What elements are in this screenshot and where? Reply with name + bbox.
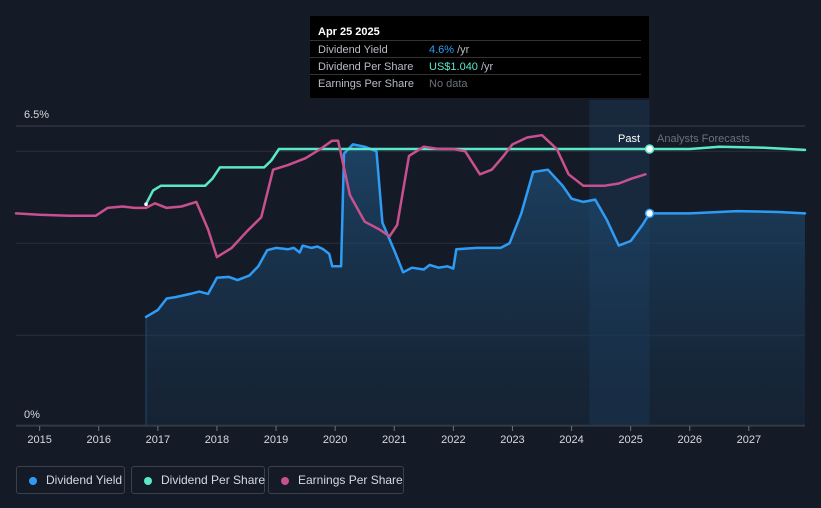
legend-label: Dividend Per Share	[161, 473, 266, 487]
x-tick-label: 2018	[205, 434, 229, 446]
tooltip-value: US$1.040	[429, 61, 478, 73]
tooltip-value: No data	[429, 78, 468, 90]
x-tick-label: 2026	[678, 434, 702, 446]
legend-dot-icon	[144, 477, 152, 485]
tooltip-row-earnings-per-share: Earnings Per Share No data	[310, 74, 641, 92]
x-tick-label: 2025	[618, 434, 642, 446]
legend-item-dividend-per-share[interactable]: Dividend Per Share	[131, 466, 265, 494]
y-tick-label: 0%	[24, 409, 40, 421]
x-tick-label: 2023	[500, 434, 524, 446]
x-tick-label: 2015	[27, 434, 51, 446]
forecast-label: Analysts Forecasts	[657, 133, 750, 145]
tooltip-row-dividend-yield: Dividend Yield 4.6%/yr	[310, 40, 641, 58]
tooltip-date: Apr 25 2025	[318, 26, 380, 38]
x-tick-label: 2027	[737, 434, 761, 446]
tooltip-value: 4.6%	[429, 44, 455, 56]
past-label: Past	[618, 133, 640, 145]
tooltip-label: Dividend Yield	[318, 44, 388, 56]
tooltip-row-dividend-per-share: Dividend Per Share US$1.040/yr	[310, 57, 641, 75]
tooltip-unit: /yr	[480, 61, 494, 73]
series-line-dividend-yield	[144, 143, 807, 319]
y-tick-label: 6.5%	[24, 109, 49, 121]
legend-dot-icon	[29, 477, 37, 485]
series-line-earnings-per-share	[14, 133, 647, 259]
x-tick-label: 2024	[559, 434, 583, 446]
legend-item-earnings-per-share[interactable]: Earnings Per Share	[268, 466, 404, 494]
series-line-dividend-per-share	[144, 145, 807, 206]
legend-dot-icon	[281, 477, 289, 485]
legend-item-dividend-yield[interactable]: Dividend Yield	[16, 466, 125, 494]
tooltip-unit: /yr	[457, 44, 470, 56]
series-area-dividend-yield	[146, 144, 805, 425]
hover-marker	[644, 144, 655, 154]
legend-label: Dividend Yield	[46, 473, 123, 487]
legend-label: Earnings Per Share	[298, 473, 403, 487]
tooltip-label: Earnings Per Share	[318, 78, 414, 90]
series-start-marker	[144, 202, 148, 206]
x-tick-label: 2016	[86, 434, 110, 446]
x-tick-label: 2022	[441, 434, 465, 446]
x-tick-label: 2019	[264, 434, 288, 446]
x-tick-label: 2020	[323, 434, 347, 446]
hover-marker	[644, 208, 655, 219]
data-tooltip: Apr 25 2025 Dividend Yield 4.6%/yr Divid…	[310, 16, 649, 98]
x-tick-label: 2017	[146, 434, 170, 446]
x-tick-label: 2021	[382, 434, 406, 446]
tooltip-label: Dividend Per Share	[318, 61, 414, 73]
